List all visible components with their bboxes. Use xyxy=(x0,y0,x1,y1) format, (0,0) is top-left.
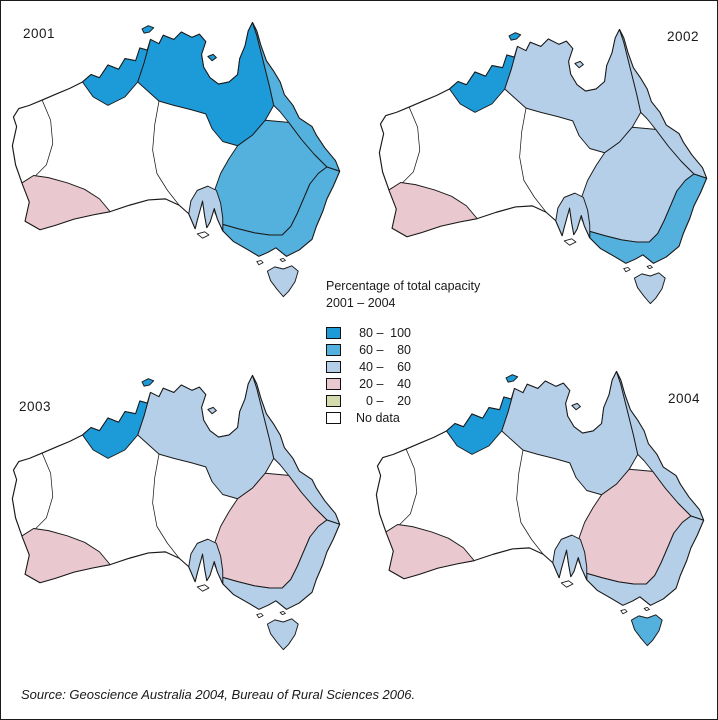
legend-row-c80: 80–100 xyxy=(326,324,486,341)
region-timor xyxy=(449,32,522,113)
region-southwest xyxy=(21,175,111,231)
legend-title: Percentage of total capacity 2001 – 2004 xyxy=(326,278,486,312)
region-sa-gulf xyxy=(188,538,224,585)
region-timor xyxy=(82,25,155,106)
region-northeast-coast xyxy=(619,29,708,179)
region-timor xyxy=(446,374,519,455)
region-southwest xyxy=(388,182,478,238)
legend-swatch-c0 xyxy=(326,394,341,407)
small-islands xyxy=(196,231,286,266)
legend-row-nodata: No data xyxy=(326,409,486,426)
interior-division-boundary xyxy=(516,450,544,555)
legend-row-c40: 40–60 xyxy=(326,358,486,375)
region-tasmania xyxy=(633,272,666,305)
map-year-label: 2001 xyxy=(23,26,56,41)
interior-division-boundary xyxy=(35,452,54,529)
small-islands xyxy=(196,584,286,619)
australia-map-2001 xyxy=(11,21,341,298)
legend-items: 80–100 60–80 40–60 20–40 0–20 No data xyxy=(326,324,486,426)
small-islands xyxy=(560,580,650,615)
map-2002: 2002 xyxy=(373,23,713,342)
region-sa-gulf xyxy=(188,185,224,232)
legend-swatch-nodata xyxy=(326,411,341,424)
legend-row-c60: 60–80 xyxy=(326,341,486,358)
map-2001: 2001 xyxy=(6,16,346,335)
region-sa-gulf xyxy=(552,534,588,581)
source-caption: Source: Geoscience Australia 2004, Burea… xyxy=(21,687,416,702)
region-northeast-coast xyxy=(252,22,341,172)
legend-swatch-c40 xyxy=(326,360,341,373)
region-timor xyxy=(82,378,155,459)
interior-division-boundary xyxy=(399,448,418,525)
interior-division-boundary xyxy=(402,106,421,183)
australia-map-2002 xyxy=(378,28,708,305)
legend-swatch-c20 xyxy=(326,377,341,390)
map-year-label: 2002 xyxy=(666,29,699,44)
region-southeast-coast xyxy=(589,173,708,264)
interior-division-boundary xyxy=(152,454,180,559)
australia-map-2003 xyxy=(11,374,341,651)
region-northeast-coast xyxy=(616,371,705,521)
legend-swatch-c80 xyxy=(326,326,341,339)
legend-label: 40–60 xyxy=(359,359,411,374)
legend: Percentage of total capacity 2001 – 2004… xyxy=(326,278,486,426)
region-tasmania xyxy=(630,614,663,647)
region-southeast-coast xyxy=(586,515,705,606)
legend-label: No data xyxy=(356,410,400,425)
legend-title-line1: Percentage of total capacity xyxy=(326,279,481,293)
legend-title-line2: 2001 – 2004 xyxy=(326,296,396,310)
legend-label: 20–40 xyxy=(359,376,411,391)
region-sa-gulf xyxy=(555,192,591,239)
region-southwest xyxy=(21,528,111,584)
legend-label: 80–100 xyxy=(359,325,411,340)
legend-label: 60–80 xyxy=(359,342,411,357)
legend-row-c20: 20–40 xyxy=(326,375,486,392)
small-islands xyxy=(563,238,653,273)
region-southeast-coast xyxy=(222,166,341,257)
region-tasmania xyxy=(266,618,299,651)
legend-swatch-c60 xyxy=(326,343,341,356)
legend-label: 0–20 xyxy=(366,393,411,408)
australia-map-2004 xyxy=(375,370,705,647)
region-northeast-coast xyxy=(252,375,341,525)
region-southwest xyxy=(385,524,475,580)
region-tasmania xyxy=(266,265,299,298)
map-2003: 2003 xyxy=(6,369,346,688)
interior-division-boundary xyxy=(152,101,180,206)
region-southeast-coast xyxy=(222,519,341,610)
legend-row-c0: 0–20 xyxy=(326,392,486,409)
map-2004: 2004 xyxy=(370,365,710,684)
interior-division-boundary xyxy=(519,108,547,213)
map-year-label: 2003 xyxy=(19,399,52,414)
interior-division-boundary xyxy=(35,99,54,176)
map-year-label: 2004 xyxy=(667,391,700,406)
